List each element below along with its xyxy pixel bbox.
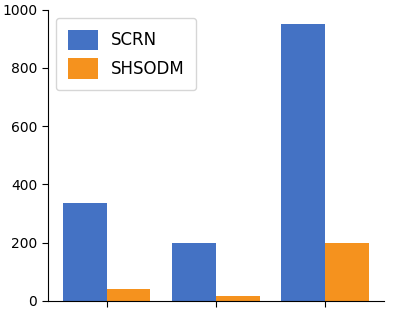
Bar <box>107 289 150 301</box>
Bar <box>63 203 107 301</box>
Bar <box>172 243 216 301</box>
Legend: SCRN, SHSODM: SCRN, SHSODM <box>56 18 196 90</box>
Bar <box>282 24 325 301</box>
Bar <box>216 296 259 301</box>
Bar <box>325 243 369 301</box>
